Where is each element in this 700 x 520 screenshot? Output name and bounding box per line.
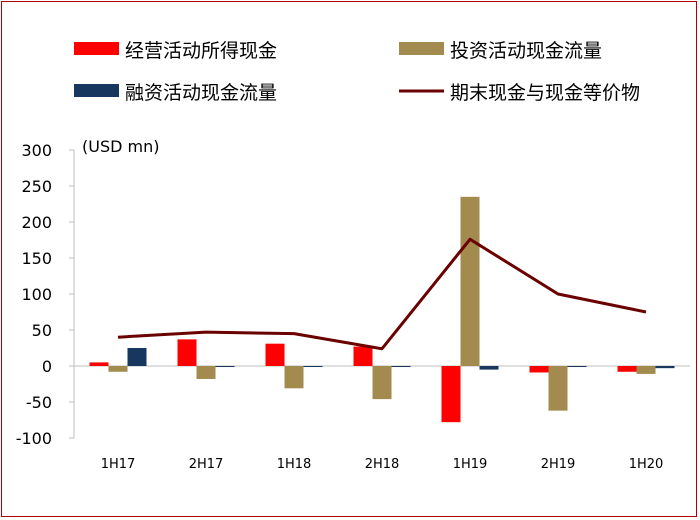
bar-series-0-1h19 xyxy=(441,366,461,423)
x-category-label: 1H17 xyxy=(101,457,136,472)
y-tick-label: 100 xyxy=(21,285,52,304)
bars xyxy=(89,196,675,423)
bar-series-0-2h18 xyxy=(353,346,373,366)
ending-cash-line xyxy=(117,237,647,351)
y-tick-label: -50 xyxy=(26,393,52,412)
legend-swatch-financing xyxy=(74,84,119,97)
x-category-label: 1H20 xyxy=(629,457,664,472)
bar-series-2-2h17 xyxy=(215,366,235,367)
unit-label: (USD mn) xyxy=(82,137,159,156)
bar-series-1-1h19 xyxy=(460,196,480,366)
bar-series-0-1h18 xyxy=(265,343,285,366)
bar-series-2-1h18 xyxy=(303,366,323,367)
x-category-label: 1H19 xyxy=(453,457,488,472)
bar-series-0-1h17 xyxy=(89,362,109,366)
bar-series-1-1h17 xyxy=(108,366,128,372)
y-tick-label: 0 xyxy=(42,357,52,376)
line-ending-cash-path xyxy=(117,237,647,351)
bar-series-0-2h19 xyxy=(529,366,549,373)
bar-series-2-2h19 xyxy=(567,366,587,367)
legend-label-operating: 经营活动所得现金 xyxy=(125,40,277,62)
x-category-label: 2H17 xyxy=(189,457,224,472)
bar-series-0-1h20 xyxy=(617,366,637,372)
legend-swatch-investing xyxy=(399,42,444,55)
y-tick-label: 250 xyxy=(21,177,52,196)
bar-series-2-1h17 xyxy=(127,348,147,366)
bar-series-1-1h20 xyxy=(636,366,656,374)
bar-series-2-1h19 xyxy=(479,366,499,370)
x-category-labels: 1H17 2H17 1H18 2H18 1H19 2H19 1H20 xyxy=(101,457,664,472)
bar-series-2-2h18 xyxy=(391,366,411,367)
legend-label-ending-cash: 期末现金与现金等价物 xyxy=(450,82,640,104)
legend-label-investing: 投资活动现金流量 xyxy=(450,40,602,62)
x-category-label: 1H18 xyxy=(277,457,312,472)
bar-series-1-1h18 xyxy=(284,366,304,389)
bar-series-1-2h17 xyxy=(196,366,216,379)
bar-series-1-2h18 xyxy=(372,366,392,400)
y-ticks: 300 250 200 150 100 50 0 -50 -100 xyxy=(16,141,74,448)
y-tick-label: 150 xyxy=(21,249,52,268)
legend: 经营活动所得现金 投资活动现金流量 融资活动现金流量 期末现金与现金等价物 xyxy=(74,40,640,104)
legend-label-financing: 融资活动现金流量 xyxy=(125,82,277,104)
y-tick-label: -100 xyxy=(16,429,52,448)
y-tick-label: 50 xyxy=(32,321,52,340)
y-tick-label: 200 xyxy=(21,213,52,232)
y-tick-label: 300 xyxy=(21,141,52,160)
legend-swatch-operating xyxy=(74,42,119,55)
bar-series-2-1h20 xyxy=(655,366,675,369)
bar-series-0-2h17 xyxy=(177,339,197,366)
x-category-label: 2H19 xyxy=(541,457,576,472)
bar-series-1-2h19 xyxy=(548,366,568,411)
x-category-label: 2H18 xyxy=(365,457,400,472)
